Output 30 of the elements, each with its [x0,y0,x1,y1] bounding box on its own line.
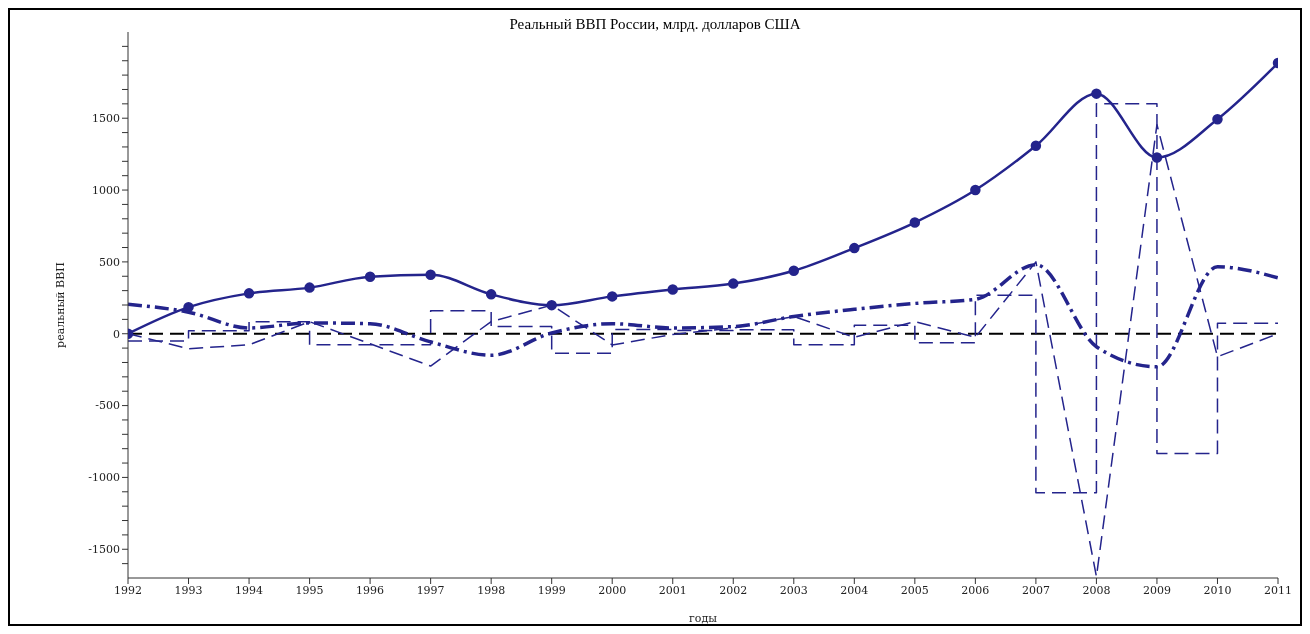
x-tick-label: 2006 [961,583,990,597]
x-tick-label: 2001 [658,583,687,597]
y-tick-label: -1500 [88,543,120,557]
y-axis-title: реальный ВВП [53,262,67,348]
x-tick-label: 2004 [840,583,869,597]
y-tick-label: 1500 [92,112,120,126]
x-tick-label: 2010 [1203,583,1232,597]
x-tick-label: 2007 [1021,583,1050,597]
x-tick-label: 1994 [235,583,264,597]
y-tick-label: -500 [95,399,120,413]
x-tick-label: 1993 [174,583,203,597]
chart-title: Реальный ВВП России, млрд. долларов США [508,16,802,33]
x-tick-label: 1998 [477,583,506,597]
x-tick-label: 2002 [719,583,748,597]
y-tick-label: 1000 [92,183,120,197]
y-tick-label: 500 [99,255,120,269]
x-tick-label: 2003 [779,583,808,597]
x-tick-label: 2005 [900,583,929,597]
x-tick-label: 1999 [537,583,566,597]
x-tick-label: 1995 [295,583,324,597]
x-tick-label: 1997 [416,583,445,597]
x-tick-label: 1992 [114,583,142,597]
x-tick-label: 2009 [1142,583,1171,597]
y-tick-label: -1000 [88,471,120,485]
x-tick-label: 2000 [598,583,627,597]
x-tick-label: 1996 [356,583,385,597]
x-tick-label: 2011 [1264,583,1292,597]
y-tick-label: 0 [113,327,120,341]
x-axis-title: годы [689,612,718,625]
x-tick-label: 2008 [1082,583,1111,597]
